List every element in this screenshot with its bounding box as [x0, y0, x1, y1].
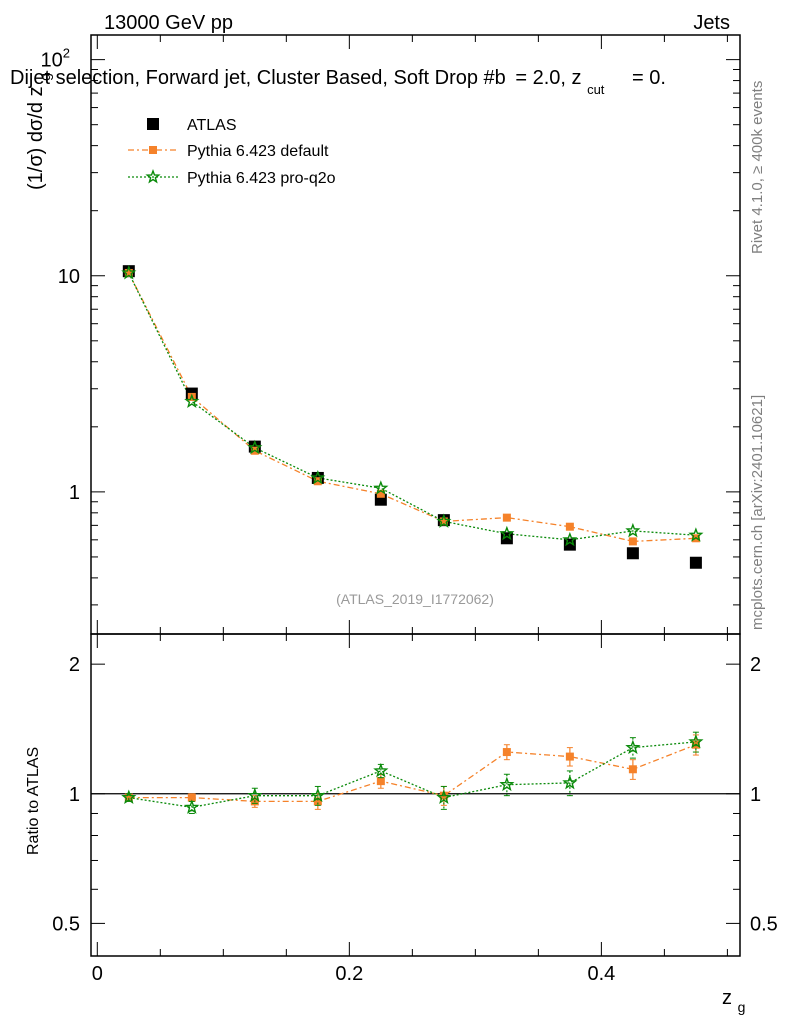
ratio-y-tick-label-right: 1 — [750, 784, 761, 806]
analysis-tag: (ATLAS_2019_I1772062) — [336, 591, 494, 607]
ratio-y-tick-label: 0.5 — [52, 913, 80, 935]
ratio-y-tick-labels: 0.5 0.5 1 1 2 2 — [52, 654, 778, 935]
legend-label-atlas: ATLAS — [187, 117, 237, 134]
ratio-default-point — [629, 765, 637, 773]
plot-title: Dijet selection, Forward jet, Cluster Ba… — [10, 67, 666, 99]
ratio-proq2o-point — [564, 777, 575, 788]
ratio-line-proq2o — [129, 742, 696, 807]
plot-title-tail: = 2.0, z — [515, 67, 581, 89]
ratio-x-tick-label: 0.2 — [335, 963, 363, 985]
main-y-axis-label-sub: g — [37, 73, 53, 81]
mcplots-label: mcplots.cern.ch [arXiv:2401.10621] — [749, 395, 766, 630]
pythia-default-point — [566, 523, 574, 531]
ratio-y-tick-label-right: 0.5 — [750, 913, 778, 935]
main-y-tick-label: 1 — [69, 482, 80, 504]
x-axis-label-sub: g — [738, 999, 746, 1015]
legend-marker-default — [149, 146, 157, 154]
ratio-x-tick-label: 0 — [92, 963, 103, 985]
ratio-x-tick-label: 0.4 — [587, 963, 615, 985]
ratio-y-axis-label: Ratio to ATLAS — [25, 747, 42, 855]
ratio-y-tick-label-right: 2 — [750, 654, 761, 676]
ratio-default-point — [566, 753, 574, 761]
ratio-x-tick-labels: 0 0.2 0.4 — [92, 963, 616, 985]
ratio-line-default — [129, 745, 696, 802]
plot-title-sub: cut — [587, 82, 605, 97]
ratio-y-tick-label: 2 — [69, 654, 80, 676]
main-y-tick-label: 10 — [58, 266, 80, 288]
series-line-default — [129, 273, 696, 541]
main-y-axis-label: (1/σ) dσ/d z g — [25, 73, 53, 190]
main-y-axis-label-main: (1/σ) dσ/d z — [25, 86, 47, 190]
main-y-tick-label-sup: 2 — [63, 46, 70, 61]
atlas-point — [690, 557, 702, 569]
atlas-point — [627, 547, 639, 559]
chart-canvas: 13000 GeV pp Jets Dijet selection, Forwa… — [0, 0, 786, 1024]
main-series-layer — [123, 265, 702, 569]
pythia-default-point — [629, 537, 637, 545]
plot-title-end: = 0. — [632, 67, 666, 89]
legend-label-proq2o: Pythia 6.423 pro-q2o — [187, 170, 336, 187]
x-axis-label-main: z — [722, 987, 732, 1009]
rivet-label: Rivet 4.1.0, ≥ 400k events — [749, 81, 766, 254]
energy-label: 13000 GeV pp — [104, 12, 233, 34]
x-axis-label: z g — [722, 987, 745, 1015]
legend-marker-atlas — [147, 118, 159, 130]
ratio-default-point — [377, 777, 385, 785]
category-label: Jets — [693, 12, 730, 34]
ratio-y-tick-label: 1 — [69, 784, 80, 806]
pythia-default-point — [503, 514, 511, 522]
ratio-default-point — [503, 748, 511, 756]
legend-label-default: Pythia 6.423 default — [187, 143, 329, 160]
atlas-point — [501, 532, 513, 544]
legend: ATLAS Pythia 6.423 default Pythia 6.423 … — [128, 117, 336, 187]
ratio-series-layer — [123, 732, 702, 813]
plot-title-main: Dijet selection, Forward jet, Cluster Ba… — [10, 67, 506, 89]
series-line-proq2o — [129, 273, 696, 540]
